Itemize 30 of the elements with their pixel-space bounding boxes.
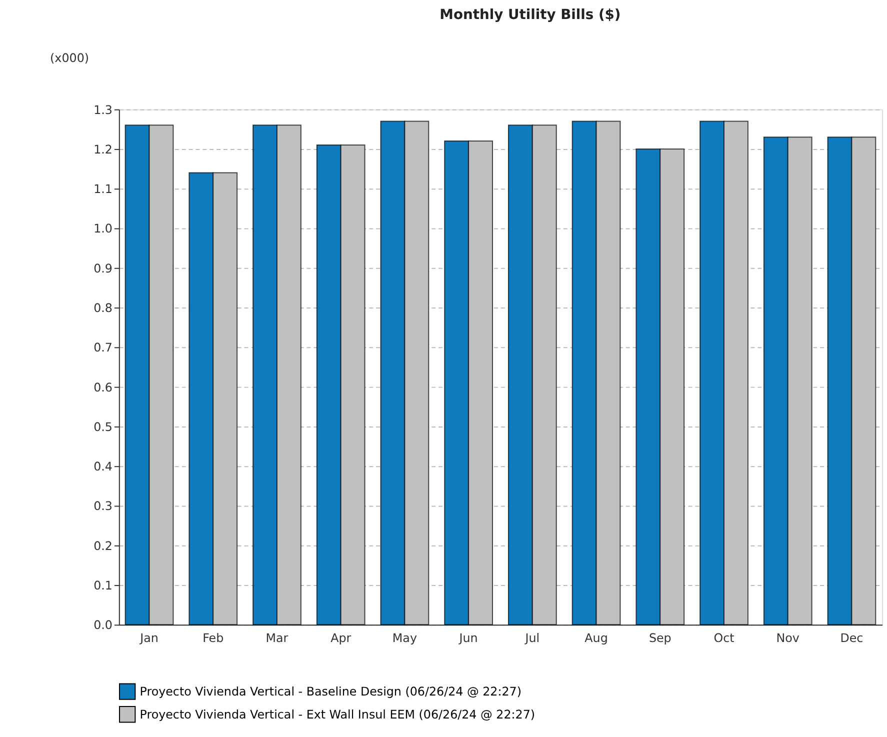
x-tick-label: Dec — [840, 631, 864, 646]
y-tick-label: 0.5 — [94, 420, 112, 434]
x-tick-label: Mar — [266, 631, 288, 646]
y-tick-label: 1.3 — [94, 102, 112, 117]
y-tick-label: 0.4 — [94, 460, 112, 474]
x-tick-label: Jun — [458, 631, 478, 646]
y-tick-label: 0.6 — [94, 380, 112, 394]
legend-label: Proyecto Vivienda Vertical - Ext Wall Insul EEM (06/26/24 @ 22:27) — [140, 707, 536, 722]
y-axis-title: (x000) — [50, 51, 90, 66]
x-tick-label: Aug — [584, 631, 608, 646]
x-tick-label: Jan — [139, 631, 158, 646]
x-tick-label: Nov — [776, 631, 800, 646]
y-tick-label: 0.7 — [94, 340, 112, 355]
y-tick-label: 0.8 — [94, 300, 112, 315]
legend-label: Proyecto Vivienda Vertical - Baseline Design (06/26/24 @ 22:27) — [140, 684, 522, 699]
x-tick-label: Apr — [330, 631, 352, 646]
y-tick-label: 0.1 — [94, 578, 112, 592]
y-tick-label: 0.2 — [94, 538, 112, 553]
y-tick-label: 1.1 — [94, 182, 112, 196]
x-tick-label: Feb — [202, 631, 224, 646]
x-tick-label: Oct — [714, 631, 735, 646]
chart-title: Monthly Utility Bills ($) — [440, 7, 621, 24]
x-tick-label: Jul — [524, 631, 540, 646]
y-tick-label: 0.0 — [94, 618, 112, 632]
y-tick-label: 0.3 — [94, 499, 112, 514]
x-tick-label: May — [392, 631, 417, 646]
y-tick-label: 1.2 — [94, 142, 112, 156]
y-tick-label: 1.0 — [94, 222, 112, 236]
x-tick-label: Sep — [648, 631, 672, 646]
y-tick-label: 0.9 — [94, 261, 112, 276]
